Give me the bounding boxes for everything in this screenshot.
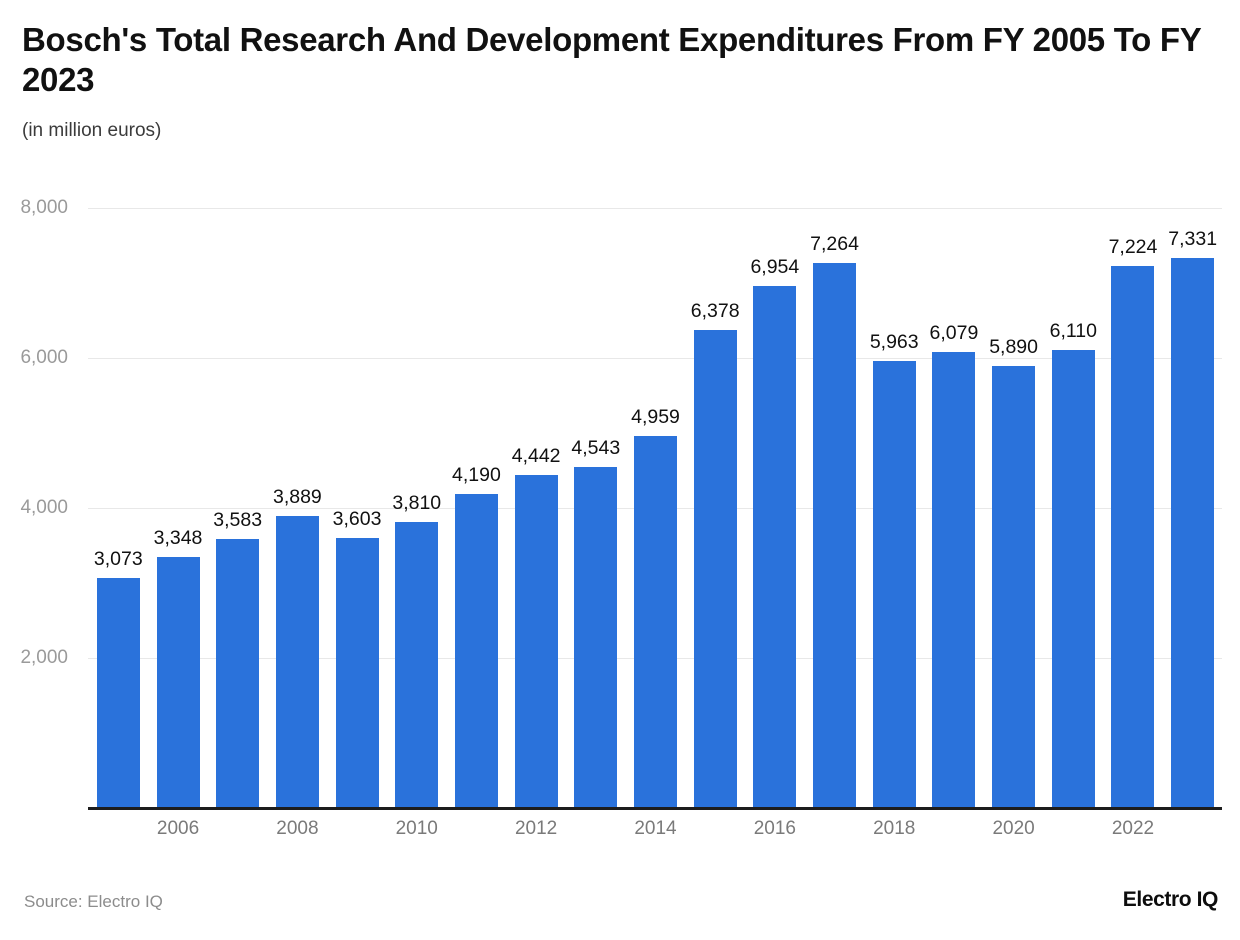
source-note: Source: Electro IQ bbox=[24, 892, 163, 911]
bar-value-label: 3,583 bbox=[213, 509, 263, 532]
bar[interactable] bbox=[932, 352, 976, 808]
x-axis-tick-label: 2022 bbox=[1111, 818, 1155, 839]
x-axis-tick-label: 2020 bbox=[992, 818, 1035, 839]
bar[interactable] bbox=[693, 329, 737, 808]
bar-value-label: 5,963 bbox=[869, 330, 919, 353]
bar-value-label: 6,079 bbox=[929, 322, 979, 345]
bar-value-label: 7,264 bbox=[810, 233, 859, 256]
bar[interactable] bbox=[872, 360, 916, 808]
bar-value-label: 4,442 bbox=[511, 444, 561, 467]
x-axis-tick-label: 2016 bbox=[753, 818, 796, 839]
bar[interactable] bbox=[813, 263, 857, 808]
bar[interactable] bbox=[1111, 266, 1155, 808]
y-axis-tick-label: 2,000 bbox=[20, 647, 68, 668]
bar-value-label: 4,543 bbox=[571, 437, 621, 460]
chart-subtitle: (in million euros) bbox=[22, 120, 162, 141]
x-axis-tick-label: 2010 bbox=[395, 818, 438, 839]
brand-logo: Electro IQ bbox=[1122, 888, 1219, 911]
bar[interactable] bbox=[514, 474, 558, 808]
bar[interactable] bbox=[634, 436, 677, 808]
y-axis-tick-label: 6,000 bbox=[20, 347, 68, 368]
bar-value-label: 4,190 bbox=[452, 463, 501, 486]
bar-value-label: 3,603 bbox=[332, 507, 382, 530]
bar-value-label: 3,348 bbox=[153, 526, 203, 549]
bar-value-label: 6,954 bbox=[750, 256, 800, 279]
bar[interactable] bbox=[1171, 258, 1215, 808]
gridline bbox=[88, 508, 1222, 509]
bar-value-label: 3,073 bbox=[93, 547, 143, 570]
bar-value-label: 4,959 bbox=[631, 406, 680, 429]
x-axis-line bbox=[88, 807, 1222, 810]
bar[interactable] bbox=[992, 366, 1036, 808]
bar-value-label: 5,890 bbox=[989, 336, 1038, 359]
chart-footer: Source: Electro IQ Electro IQ bbox=[0, 870, 1240, 940]
bar-value-label: 3,889 bbox=[272, 486, 322, 509]
y-axis-tick-label: 4,000 bbox=[20, 497, 68, 518]
chart-header: Bosch's Total Research And Development E… bbox=[22, 20, 1222, 143]
gridline bbox=[88, 208, 1222, 209]
bar[interactable] bbox=[454, 493, 498, 808]
bar[interactable] bbox=[753, 286, 797, 808]
x-axis-tick-label: 2008 bbox=[276, 818, 319, 839]
bar-value-label: 7,224 bbox=[1108, 236, 1158, 259]
bar[interactable] bbox=[1051, 349, 1095, 808]
bar-value-label: 6,378 bbox=[690, 299, 740, 322]
gridline bbox=[88, 358, 1222, 359]
x-axis-tick-label: 2006 bbox=[156, 818, 200, 839]
x-axis-tick-label: 2018 bbox=[873, 818, 916, 839]
x-axis-tick-label: 2014 bbox=[634, 818, 677, 839]
bar[interactable] bbox=[395, 522, 439, 808]
y-axis-tick-label: 8,000 bbox=[20, 197, 68, 218]
bar-value-label: 3,810 bbox=[392, 492, 442, 515]
bar-value-label: 6,110 bbox=[1049, 319, 1097, 342]
bar[interactable] bbox=[96, 577, 140, 808]
bar[interactable] bbox=[574, 467, 618, 808]
page-title: Bosch's Total Research And Development E… bbox=[22, 21, 1201, 98]
bar[interactable] bbox=[216, 539, 260, 808]
x-axis-tick-label: 2012 bbox=[514, 818, 558, 839]
bar-value-label: 7,331 bbox=[1168, 228, 1218, 251]
gridline bbox=[88, 658, 1222, 659]
bar[interactable] bbox=[156, 556, 200, 808]
bar[interactable] bbox=[335, 537, 379, 808]
bar[interactable] bbox=[275, 516, 319, 808]
